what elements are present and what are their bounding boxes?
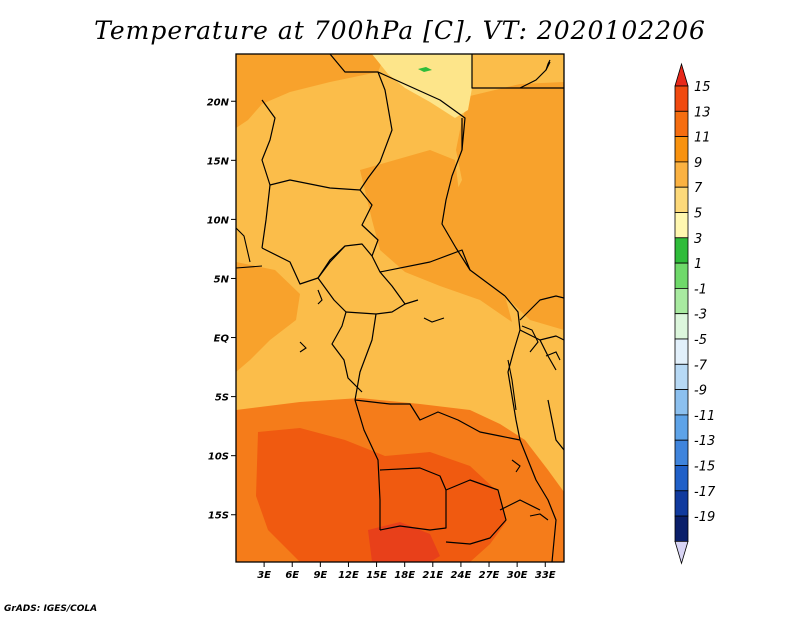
colorbar-box (674, 136, 689, 163)
lon-tick-label: 24E (451, 570, 472, 581)
lon-tick-label: 3E (257, 570, 271, 581)
lat-tick-label: 15S (208, 511, 229, 522)
lat-tick-label: 20N (207, 97, 230, 108)
colorbar-label: 13 (694, 105, 711, 120)
colorbar-box (674, 414, 689, 441)
colorbar-bottom-arrow (674, 541, 689, 565)
colorbar-box (674, 515, 689, 542)
colorbar-box (674, 161, 689, 188)
colorbar-label: -5 (694, 333, 707, 348)
colorbar: 15 13 11 9 7 5 3 1 -1 -3 -5 -7 -9 -11 -13 -15 -17 -19 (674, 62, 716, 565)
colorbar-label: 1 (694, 257, 702, 272)
temperature-field-central (360, 150, 512, 322)
longitude-axis: 3E 6E 9E 12E 15E 18E 21E 24E 27E 30E 33E (257, 562, 556, 581)
colorbar-box (674, 363, 689, 390)
lon-tick-label: 15E (366, 570, 387, 581)
colorbar-label: 15 (694, 80, 711, 95)
colorbar-label: -7 (694, 358, 708, 373)
lon-tick-label: 12E (338, 570, 359, 581)
colorbar-box (674, 212, 689, 239)
colorbar-label: -15 (694, 460, 715, 475)
colorbar-box (674, 490, 689, 517)
map-frame (235, 53, 565, 563)
latitude-axis: 20N 15N 10N 5N EQ 5S 10S 15S (207, 97, 236, 522)
colorbar-label: -13 (694, 434, 715, 449)
colorbar-label: 3 (694, 232, 702, 247)
lat-tick-label: 15N (207, 156, 230, 167)
temperature-field-east (440, 82, 564, 330)
colorbar-box (674, 389, 689, 416)
temperature-field-green (418, 67, 432, 72)
colorbar-label: -9 (694, 384, 707, 399)
colorbar-box (674, 85, 689, 112)
colorbar-box (674, 287, 689, 315)
colorbar-box (674, 338, 689, 365)
colorbar-box (674, 110, 689, 138)
lat-tick-label: 10S (208, 452, 229, 463)
lat-tick-label: 10N (207, 215, 230, 226)
colorbar-box (674, 262, 689, 289)
temperature-field-north (372, 54, 472, 118)
lat-tick-label: 5S (215, 393, 229, 404)
temperature-field-hotspot (368, 522, 440, 562)
credit-text: GrADS: IGES/COLA (4, 604, 98, 614)
lon-tick-label: 27E (479, 570, 500, 581)
lon-tick-label: 33E (535, 570, 556, 581)
coastlines (236, 59, 561, 521)
lon-tick-label: 21E (422, 570, 443, 581)
colorbar-box (674, 313, 689, 340)
colorbar-box (674, 439, 689, 466)
temperature-field-west (236, 262, 300, 372)
colorbar-label: -17 (694, 485, 716, 500)
colorbar-label: -19 (694, 510, 715, 525)
lat-tick-label: EQ (214, 334, 230, 345)
lat-tick-label: 5N (214, 274, 230, 285)
colorbar-box (674, 465, 689, 492)
country-boundaries (261, 54, 564, 562)
colorbar-label: 7 (694, 181, 703, 196)
colorbar-box (674, 186, 689, 213)
colorbar-label: -3 (694, 308, 707, 323)
lon-tick-label: 6E (285, 570, 299, 581)
colorbar-label: -11 (694, 409, 715, 424)
lon-tick-label: 18E (394, 570, 415, 581)
colorbar-label: -1 (694, 282, 707, 297)
map-area (236, 54, 564, 562)
map-title: Temperature at 700hPa [C], VT: 202010220… (94, 16, 706, 45)
lon-tick-label: 9E (313, 570, 327, 581)
colorbar-box (674, 237, 689, 264)
colorbar-label: 11 (694, 131, 711, 146)
lon-tick-label: 30E (507, 570, 528, 581)
colorbar-label: 9 (694, 156, 702, 171)
colorbar-top-arrow (674, 62, 689, 87)
colorbar-label: 5 (694, 207, 702, 222)
